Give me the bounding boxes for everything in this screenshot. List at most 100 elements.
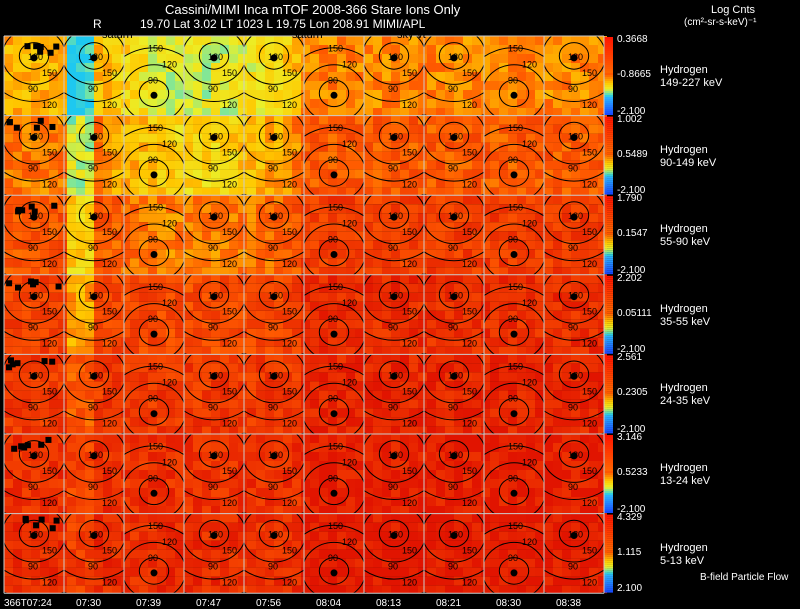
- colorbar-tick: 1.790: [617, 193, 643, 205]
- contour-label: 180: [388, 132, 403, 142]
- contour-label: 120: [342, 59, 357, 69]
- contour-panel: 180 150 90 120: [364, 354, 424, 434]
- contour-panel: 180 150 90 120: [544, 354, 604, 434]
- contour-label: 120: [102, 180, 117, 190]
- contour-panel: 180 150 90 120: [244, 274, 304, 355]
- contour-label: 150: [582, 307, 597, 317]
- units-subtitle: (cm²-sr-s-keV)⁻¹: [684, 17, 757, 28]
- contour-label: 90: [28, 243, 38, 253]
- contour-panel: 180 150 90 120: [544, 434, 604, 514]
- row-species: Hydrogen: [660, 143, 708, 156]
- contour-label: 180: [388, 370, 403, 380]
- colorbar-tick: 1.002: [617, 113, 643, 125]
- contour-panel: 90 120 150: [124, 521, 184, 594]
- contour-label: 120: [582, 259, 597, 269]
- contour-label: 120: [522, 537, 537, 547]
- contour-label: 150: [328, 362, 343, 372]
- contour-label: 120: [402, 259, 417, 269]
- contour-label: 150: [402, 386, 417, 396]
- contour-label: 180: [568, 370, 583, 380]
- contour-label: 120: [102, 418, 117, 428]
- contour-panel: 180 150 90 120: [184, 274, 244, 355]
- contour-label: 90: [268, 562, 278, 572]
- contour-label: 90: [208, 323, 218, 333]
- contour-label: 90: [268, 323, 278, 333]
- contour-label: 90: [388, 164, 398, 174]
- row-energy: 35-55 keV: [660, 315, 711, 328]
- contour-panel: 180 150 90 120: [244, 513, 304, 594]
- contour-label: 120: [522, 298, 537, 308]
- colorbar-tick: 4.329: [617, 511, 643, 523]
- contour-panel: 90 120 150: [304, 441, 364, 514]
- contour-label: 90: [208, 84, 218, 94]
- contour-panel: 180 150 90 120: [544, 36, 604, 116]
- contour-label: 90: [388, 84, 398, 94]
- contour-panel: 180 150 90 120: [244, 195, 304, 275]
- contour-label: 90: [208, 164, 218, 174]
- contour-label: 90: [88, 482, 98, 492]
- contour-label: 150: [462, 307, 477, 317]
- contour-label: 90: [148, 394, 158, 404]
- contour-label: 90: [568, 243, 578, 253]
- contour-label: 180: [388, 450, 403, 460]
- contour-label: 90: [328, 155, 338, 165]
- contour-label: 120: [102, 578, 117, 588]
- contour-panel: 180 150 90 120: [424, 434, 484, 514]
- contour-label: 180: [88, 52, 103, 62]
- contour-label: 180: [448, 52, 463, 62]
- colorbar-3: [604, 196, 613, 275]
- contour-label: 180: [448, 530, 463, 540]
- contour-label: 150: [582, 466, 597, 476]
- contour-panel: 180 150 90 120: [364, 115, 424, 196]
- contour-label: 180: [268, 450, 283, 460]
- contour-label: 150: [42, 227, 57, 237]
- contour-panel: 90 120 150: [304, 43, 364, 116]
- colorbar-tick: -2.100: [617, 185, 646, 197]
- contour-label: 120: [162, 378, 177, 388]
- contour-label: 150: [508, 441, 523, 451]
- contour-label: 120: [162, 298, 177, 308]
- contour-label: 180: [268, 530, 283, 540]
- contour-label: 180: [88, 132, 103, 142]
- contour-label: 90: [508, 394, 518, 404]
- contour-label: 90: [268, 243, 278, 253]
- contour-label: 180: [88, 291, 103, 301]
- contour-label: 90: [448, 164, 458, 174]
- contour-label: 120: [282, 100, 297, 110]
- contour-label: 120: [102, 498, 117, 508]
- contour-panel: 180 150 90 120: [424, 513, 484, 594]
- contour-panel: 180 150 90 120: [424, 274, 484, 355]
- contour-label: 90: [568, 164, 578, 174]
- annotation-saturn-left: saturn: [102, 29, 133, 41]
- contour-panel: 180 150 90 120: [244, 36, 304, 116]
- row-species: Hydrogen: [660, 64, 708, 76]
- row-species: Hydrogen: [660, 302, 708, 315]
- contour-label: 90: [448, 323, 458, 333]
- contour-label: 90: [388, 323, 398, 333]
- contour-panel: 180 150 90 120: [184, 195, 244, 275]
- contour-label: 150: [148, 203, 163, 213]
- contour-label: 150: [402, 68, 417, 78]
- x-tick-label: 08:04: [316, 598, 342, 609]
- colorbar-tick: -2.100: [617, 344, 646, 356]
- contour-label: 90: [148, 75, 158, 85]
- contour-label: 180: [388, 52, 403, 62]
- contour-label: 120: [42, 498, 57, 508]
- contour-panel: 90 120 150: [304, 123, 364, 196]
- heatmap-row-1: 180 150 90 120 180 150 90 120 90 120 150 180 150 90 12…: [4, 36, 607, 116]
- contour-label: 150: [328, 521, 343, 531]
- contour-label: 180: [448, 370, 463, 380]
- contour-label: 150: [42, 68, 57, 78]
- contour-label: 150: [282, 546, 297, 556]
- contour-label: 120: [462, 418, 477, 428]
- contour-label: 90: [208, 402, 218, 412]
- contour-panel: 90 120 150: [484, 123, 544, 196]
- contour-panel: 180 150 90 120: [4, 195, 64, 275]
- colorbar-tick: -2.100: [617, 105, 646, 117]
- contour-panel: 180 150 90 120: [184, 354, 244, 434]
- row-label-2: Hydrogen 90-149 keV: [660, 144, 716, 170]
- contour-panel: 90 120 150: [304, 362, 364, 434]
- contour-label: 120: [402, 100, 417, 110]
- contour-label: 150: [508, 203, 523, 213]
- contour-label: 150: [328, 43, 343, 53]
